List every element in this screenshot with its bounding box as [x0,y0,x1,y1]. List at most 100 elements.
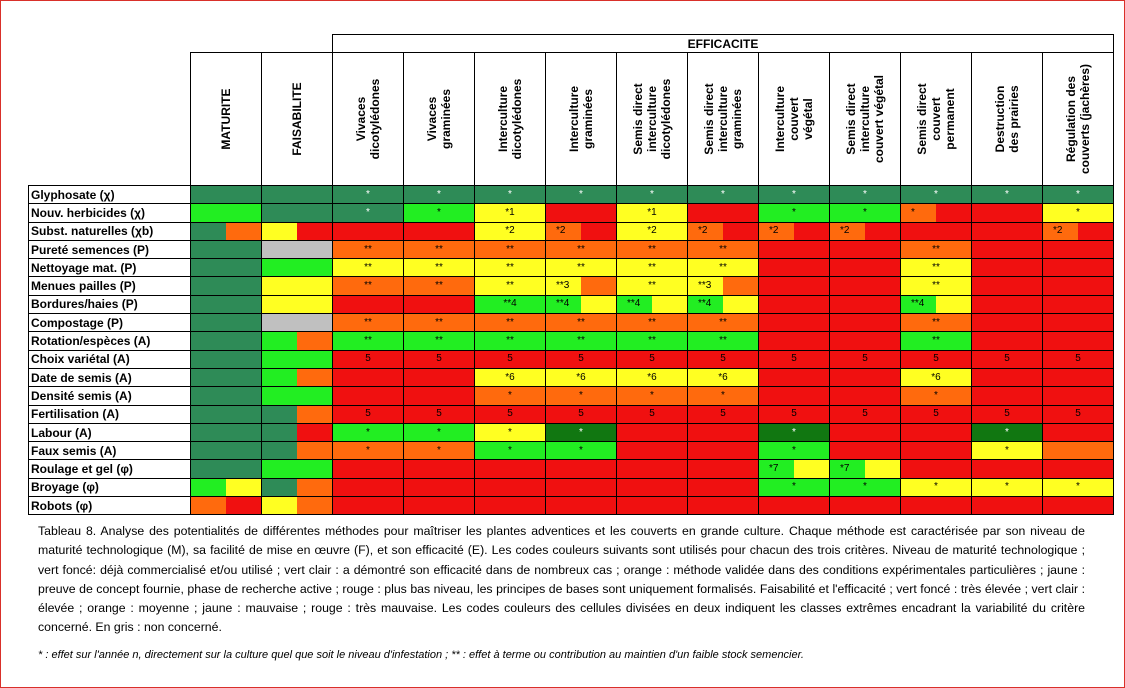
cell-code: * [437,206,441,218]
rating-cell [829,294,901,315]
rating-cell [190,404,262,424]
rating-cell: * [403,203,475,223]
rating-cell [829,331,901,351]
rating-cell: * [474,441,546,461]
column-header-label: Vivaces graminées [425,88,453,150]
cell-code: 5 [1004,408,1010,420]
column-header-label: Interculture graminées [567,86,595,153]
row-label: Menues pailles (P) [28,276,191,296]
cell-code: * [934,389,938,401]
rating-cell: *6 [687,367,759,388]
cell-code: * [508,444,512,456]
cell-code: 5 [365,353,371,365]
cell-code: ** [435,280,443,292]
rating-cell: ** [474,239,546,260]
rating-cell: * [403,441,475,461]
cell-code: * [579,188,583,200]
split-cell-left [901,204,936,222]
split-cell-left [688,223,723,240]
rating-cell [971,203,1043,223]
rating-cell [1042,294,1114,315]
column-header: Interculture couvert végétal [758,52,830,186]
cell-code: * [1005,444,1009,456]
rating-cell [900,496,972,516]
cell-code: 5 [720,408,726,420]
rating-cell: 5 [616,404,688,424]
rating-cell: ** [332,258,404,278]
rating-cell [190,441,262,461]
rating-cell: * [403,422,475,443]
cell-code: *7 [840,463,850,475]
row-label: Pureté semences (P) [28,239,191,260]
cell-code: *2 [1053,225,1063,237]
cell-code: * [721,389,725,401]
table-row: Nouv. herbicides (χ) * * *1 *1 * * * * [28,203,1114,223]
rating-cell: * [332,422,404,443]
cell-code: ** [506,280,514,292]
rating-cell: *6 [616,367,688,388]
rating-cell: **4 [687,294,759,315]
column-header: Destruction des prairies [971,52,1043,186]
split-cell-left [830,223,865,240]
rating-cell [687,496,759,516]
rating-cell [900,422,972,443]
cell-code: * [1076,188,1080,200]
rating-cell [261,221,333,241]
table-corner-top [190,34,333,53]
cell-code: *2 [769,225,779,237]
table-row: Nettoyage mat. (P) ** ** ** ** ** ** ** [28,258,1114,278]
rating-cell [474,477,546,498]
rating-cell: * [616,386,688,406]
split-cell-left [830,460,865,478]
cell-code: 5 [1004,353,1010,365]
rating-cell: * [900,184,972,205]
cell-code: 5 [507,408,513,420]
rating-cell [758,367,830,388]
cell-code: 5 [1075,408,1081,420]
rating-cell: * [900,386,972,406]
rating-cell: ** [616,239,688,260]
cell-code: *2 [505,225,515,237]
rating-cell [332,294,404,315]
rating-cell [261,203,333,223]
rating-cell: 5 [971,349,1043,369]
cell-code: * [508,426,512,438]
cell-code: 5 [578,408,584,420]
rating-cell: * [687,386,759,406]
rating-cell [261,294,333,315]
cell-code: ** [435,243,443,255]
rating-cell: **3 [545,276,617,296]
rating-cell [971,239,1043,260]
split-cell-left [1043,223,1078,240]
column-header: Interculture dicotylédones [474,52,546,186]
rating-cell: ** [900,258,972,278]
cell-code: 5 [436,408,442,420]
cell-code: *2 [840,225,850,237]
rating-cell [403,294,475,315]
rating-cell: ** [545,331,617,351]
table-row: Roulage et gel (φ) *7 *7 [28,459,1114,479]
cell-code: * [366,206,370,218]
rating-cell: ** [332,313,404,333]
column-header-label: Semis direct interculture graminées [702,83,744,155]
table-row: Date de semis (A) *6 *6 *6 *6 *6 [28,367,1114,388]
table-row: Bordures/haies (P) **4 **4 **4 **4 **4 [28,294,1114,315]
rating-cell [758,294,830,315]
cell-code: 5 [933,353,939,365]
cell-code: ** [719,335,727,347]
efficacy-table: EFFICACITE MATURITE FAISABILITE Vivaces di… [28,34,1114,516]
rating-cell: * [971,441,1043,461]
rating-cell: * [616,184,688,205]
column-header: Semis direct interculture couvert végéta… [829,52,901,186]
rating-cell: * [971,422,1043,443]
table-row: Menues pailles (P) ** ** ** **3 ** **3 ** [28,276,1114,296]
cell-code: *6 [576,371,586,383]
cell-code: ** [648,335,656,347]
cell-code: 5 [578,353,584,365]
rating-cell [261,313,333,333]
cell-code: **4 [556,298,570,310]
rating-cell [971,221,1043,241]
rating-cell [545,496,617,516]
rating-cell: ** [545,239,617,260]
rating-cell: 5 [403,349,475,369]
